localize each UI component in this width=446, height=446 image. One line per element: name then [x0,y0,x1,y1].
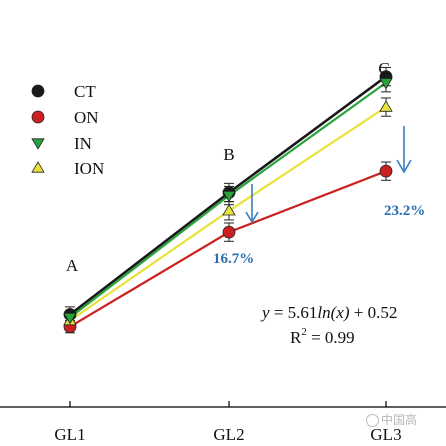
equation-coef: = 5.61 [270,303,318,322]
markers [63,70,393,334]
legend-item-ion: ION [31,159,104,178]
legend-label-on: ON [74,108,99,127]
r2-sup: 2 [301,326,307,338]
legend-label-in: IN [74,134,92,153]
marker-in-gl2 [222,190,236,203]
x-tick-labels: GL1 GL2 GL3 [54,425,401,444]
r2-tail: = 0.99 [307,328,355,347]
equation-y: y [260,303,270,322]
legend-item-in: IN [31,134,92,153]
gl3-arrow [396,126,412,174]
legend-marker-in [31,138,45,150]
wechat-icon [366,414,379,427]
marker-in-gl3 [379,78,393,90]
marker-ion-gl3 [379,100,393,112]
gl2-arrow [245,184,259,224]
group-letter-a: A [66,256,79,275]
group-letters: A B C [66,59,390,275]
gl3-reduction-label: 23.2% [384,203,425,219]
marker-on-gl2 [222,225,236,239]
marker-on-gl3 [379,164,393,178]
x-tick-label-gl1: GL1 [54,425,85,444]
legend-item-on: ON [31,108,99,127]
regression-equation: y = 5.61ln(x) + 0.52 [260,303,397,322]
legend-label-ion: ION [74,159,104,178]
x-ticks [69,401,387,407]
marker-in-gl1 [63,312,77,325]
gl2-reduction-label: 16.7% [213,251,254,267]
legend-label-ct: CT [74,82,96,101]
legend-marker-ion [31,161,45,173]
legend-marker-on [31,110,45,124]
equation-intercept: + 0.52 [349,303,397,322]
group-letter-c: C [378,59,389,78]
legend: CT ON IN ION [31,82,104,178]
r2-base: R [290,328,302,347]
equation-ln: ln(x) [317,303,349,322]
watermark: 中国高 [366,411,417,428]
watermark-text: 中国高 [381,413,418,427]
x-tick-label-gl2: GL2 [213,425,244,444]
legend-item-ct: CT [31,82,96,101]
x-tick-label-gl3: GL3 [370,425,401,444]
marker-ion-gl2 [222,204,236,216]
group-letter-b: B [223,145,234,164]
legend-marker-ct [31,84,45,98]
r-squared: R2 = 0.99 [290,326,355,347]
